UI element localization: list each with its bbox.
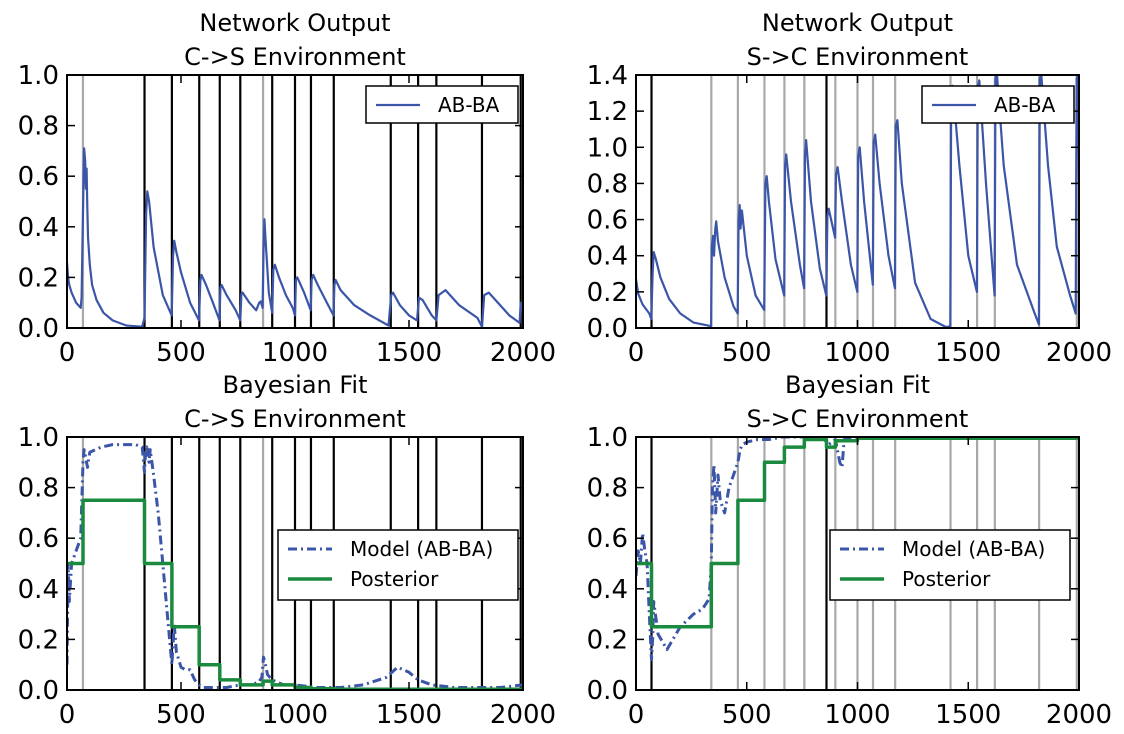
chart-title: Bayesian Fit: [223, 371, 368, 399]
legend-box: [277, 529, 519, 601]
y-tick-label: 1.0: [18, 423, 59, 453]
chart-subtitle: S->C Environment: [747, 43, 969, 71]
y-tick-label: 1.0: [587, 133, 628, 163]
chart-title: Network Output: [762, 9, 953, 37]
y-tick-label: 0.8: [18, 474, 59, 504]
y-tick-label: 0.4: [587, 242, 628, 272]
series-line-ab-ba: [636, 75, 1079, 328]
legend-box: [829, 529, 1071, 601]
chart-panel-3: Bayesian Fit C->S Environment 0 500 1000 1500…: [18, 371, 556, 730]
legend-label: Posterior: [902, 567, 991, 591]
legend-label: Model (AB-BA): [350, 537, 493, 561]
series-line-ab-ba: [67, 147, 523, 328]
legend-label: Model (AB-BA): [902, 537, 1045, 561]
x-tick-label: 1000: [824, 338, 890, 368]
legend: Model (AB-BA) Posterior: [277, 529, 519, 601]
series-line-posterior: [67, 498, 523, 690]
y-tick-label: 0.2: [18, 263, 59, 293]
x-tick-label: 500: [156, 700, 206, 729]
y-tick-label: 1.2: [587, 97, 628, 127]
chart-title: Bayesian Fit: [785, 371, 930, 399]
series-line-model-ab-ba: [636, 437, 1079, 662]
y-tick-label: 0.2: [587, 625, 628, 655]
chart-subtitle: S->C Environment: [747, 405, 969, 433]
chart-panel-1: Network Output C->S Environment 0 500 1000 15…: [18, 9, 556, 368]
y-tick-label: 0.6: [587, 206, 628, 236]
legend-label: Posterior: [350, 567, 439, 591]
chart-subtitle: C->S Environment: [184, 405, 406, 433]
y-tick-label: 0.6: [587, 524, 628, 554]
y-tick-label: 0.0: [587, 676, 628, 706]
legend-label: AB-BA: [994, 93, 1056, 117]
x-tick-label: 0: [628, 338, 645, 368]
x-tick-label: 500: [156, 338, 206, 368]
x-tick-label: 0: [628, 700, 645, 729]
y-tick-label: 0.0: [18, 314, 59, 344]
x-tick-label: 1500: [935, 700, 1001, 729]
y-tick-label: 0.2: [18, 625, 59, 655]
y-tick-label: 0.4: [18, 575, 59, 605]
x-tick-label: 1500: [376, 700, 442, 729]
x-tick-label: 2000: [490, 338, 556, 368]
x-tick-label: 500: [722, 338, 772, 368]
chart-title: Network Output: [199, 9, 390, 37]
x-tick-label: 2000: [1046, 700, 1112, 729]
y-tick-label: 0.0: [587, 314, 628, 344]
y-tick-label: 0.8: [18, 112, 59, 142]
chart-subtitle: C->S Environment: [184, 43, 406, 71]
y-tick-label: 1.0: [18, 61, 59, 91]
x-tick-label: 2000: [1046, 338, 1112, 368]
legend: Model (AB-BA) Posterior: [829, 529, 1071, 601]
chart-panel-4: Bayesian Fit S->C Environment 0 500 1000 1500…: [587, 371, 1112, 730]
x-tick-label: 1000: [262, 700, 328, 729]
series-line-posterior: [636, 437, 1079, 629]
legend-label: AB-BA: [438, 93, 500, 117]
x-tick-label: 1500: [935, 338, 1001, 368]
y-tick-label: 1.4: [587, 61, 628, 91]
chart-panel-2: Network Output S->C Environment 0 500 1000 15…: [587, 9, 1112, 368]
x-tick-label: 0: [59, 338, 76, 368]
legend: AB-BA: [921, 85, 1075, 124]
y-tick-label: 0.6: [18, 162, 59, 192]
legend-box: [365, 85, 519, 124]
y-tick-label: 0.2: [587, 278, 628, 308]
x-tick-label: 500: [722, 700, 772, 729]
x-tick-label: 1500: [376, 338, 442, 368]
x-tick-label: 1000: [824, 700, 890, 729]
y-tick-label: 0.4: [18, 213, 59, 243]
x-tick-label: 0: [59, 700, 76, 729]
y-tick-label: 0.4: [587, 575, 628, 605]
y-tick-label: 0.8: [587, 474, 628, 504]
legend: AB-BA: [365, 85, 519, 124]
x-tick-label: 1000: [262, 338, 328, 368]
y-tick-label: 0.6: [18, 524, 59, 554]
x-tick-label: 2000: [490, 700, 556, 729]
y-tick-label: 0.0: [18, 676, 59, 706]
y-tick-label: 1.0: [587, 423, 628, 453]
y-tick-label: 0.8: [587, 169, 628, 199]
